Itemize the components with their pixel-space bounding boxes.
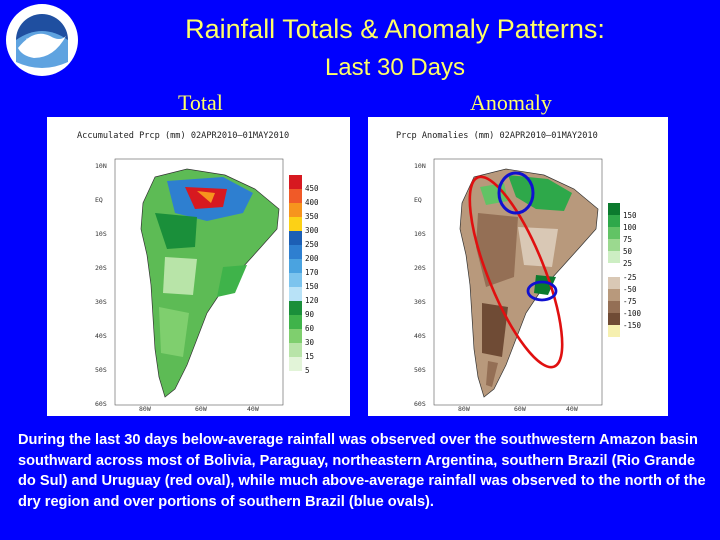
lat-tick: 20S (414, 264, 426, 272)
total-lon-ticks: 80W 60W 40W (139, 405, 259, 413)
lat-tick: 30S (95, 298, 107, 306)
colorbar-label: -75 (623, 297, 637, 306)
slide-subtitle: Last 30 Days (324, 54, 466, 81)
dry-region-red-oval (468, 175, 564, 369)
colorbar-label: -25 (623, 273, 637, 282)
colorbar-label: 250 (305, 240, 319, 249)
lat-tick: EQ (414, 196, 422, 204)
total-map-title: Accumulated Prcp (mm) 02APR2010–01MAY201… (77, 131, 289, 141)
lon-tick: 40W (247, 405, 259, 413)
colorbar-label: 120 (305, 296, 319, 305)
colorbar-label: 400 (305, 198, 319, 207)
anomaly-column-label: Anomaly (470, 90, 552, 115)
total-colorbar: 450 400 350 300 250 200 170 150 120 90 6… (289, 175, 319, 375)
total-lat-ticks: 10N EQ 10S 20S 30S 40S 50S 60S (95, 162, 107, 408)
lon-tick: 80W (139, 405, 151, 413)
colorbar-label: 30 (305, 338, 315, 347)
total-column-label: Total (178, 90, 223, 115)
colorbar-label: 90 (305, 310, 315, 319)
colorbar-label: 25 (623, 259, 632, 268)
colorbar-label: 300 (305, 226, 319, 235)
lat-tick: 20S (95, 264, 107, 272)
colorbar-label: 150 (305, 282, 319, 291)
colorbar-label: 15 (305, 352, 314, 361)
colorbar-label: 200 (305, 254, 319, 263)
colorbar-label: 75 (623, 235, 632, 244)
colorbar-label: 450 (305, 184, 319, 193)
noaa-logo: NOAA (4, 2, 80, 78)
colorbar-label: -50 (623, 285, 637, 294)
colorbar-label: 5 (305, 366, 310, 375)
noaa-initials: NOAA (26, 37, 58, 49)
anomaly-map-title: Prcp Anomalies (mm) 02APR2010–01MAY2010 (396, 131, 598, 141)
colorbar-label: -100 (623, 309, 642, 318)
colorbar-label: 150 (623, 211, 637, 220)
lon-tick: 80W (458, 405, 470, 413)
lat-tick: 50S (95, 366, 107, 374)
lat-tick: 60S (95, 400, 107, 408)
lat-tick: 50S (414, 366, 426, 374)
lat-tick: 30S (414, 298, 426, 306)
colorbar-label: 350 (305, 212, 319, 221)
lat-tick: 10S (414, 230, 426, 238)
lat-tick: 40S (95, 332, 107, 340)
lat-tick: 40S (414, 332, 426, 340)
colorbar-label: -150 (623, 321, 642, 330)
lat-tick: 60S (414, 400, 426, 408)
total-precip-map: Accumulated Prcp (mm) 02APR2010–01MAY201… (47, 117, 350, 416)
slide-title: Rainfall Totals & Anomaly Patterns: (185, 14, 605, 44)
lon-tick: 60W (195, 405, 207, 413)
lat-tick: 10N (414, 162, 426, 170)
lon-tick: 60W (514, 405, 526, 413)
lon-tick: 40W (566, 405, 578, 413)
lat-tick: 10N (95, 162, 107, 170)
colorbar-label: 170 (305, 268, 319, 277)
colorbar-label: 50 (623, 247, 633, 256)
anomaly-precip-map: Prcp Anomalies (mm) 02APR2010–01MAY2010 … (368, 117, 668, 416)
colorbar-label: 100 (623, 223, 637, 232)
anomaly-lat-ticks: 10N EQ 10S 20S 30S 40S 50S 60S (414, 162, 426, 408)
summary-caption: During the last 30 days below-average ra… (18, 432, 706, 510)
wet-region-blue-ovals (497, 171, 558, 302)
lat-tick: 10S (95, 230, 107, 238)
colorbar-label: 60 (305, 324, 315, 333)
south-america-total-field (140, 168, 280, 398)
anomaly-lon-ticks: 80W 60W 40W (458, 405, 578, 413)
lat-tick: EQ (95, 196, 103, 204)
anomaly-colorbar: 150 100 75 50 25 -25 -50 -75 -100 -150 (608, 203, 642, 337)
